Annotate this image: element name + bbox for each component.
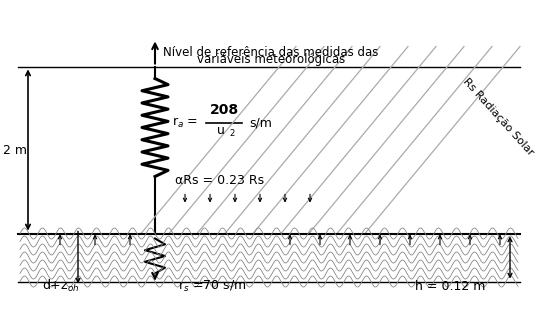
Text: 208: 208 <box>210 102 238 117</box>
Text: variáveis meteorológicas: variáveis meteorológicas <box>197 53 345 66</box>
Text: 2 m: 2 m <box>3 143 27 157</box>
Text: Nível de referência das medidas das: Nível de referência das medidas das <box>163 46 378 58</box>
Text: r$_s$ =70 s/m: r$_s$ =70 s/m <box>178 278 247 294</box>
Text: r$_a$ =: r$_a$ = <box>172 115 198 130</box>
Text: 2: 2 <box>229 130 235 139</box>
Text: Rs Radiação Solar: Rs Radiação Solar <box>461 76 535 157</box>
Text: αRs = 0.23 Rs: αRs = 0.23 Rs <box>175 173 264 186</box>
Text: h = 0.12 m: h = 0.12 m <box>415 280 485 294</box>
Text: u: u <box>217 124 225 138</box>
Text: d+z$_{oh}$: d+z$_{oh}$ <box>42 277 79 294</box>
Text: s/m: s/m <box>249 116 272 129</box>
